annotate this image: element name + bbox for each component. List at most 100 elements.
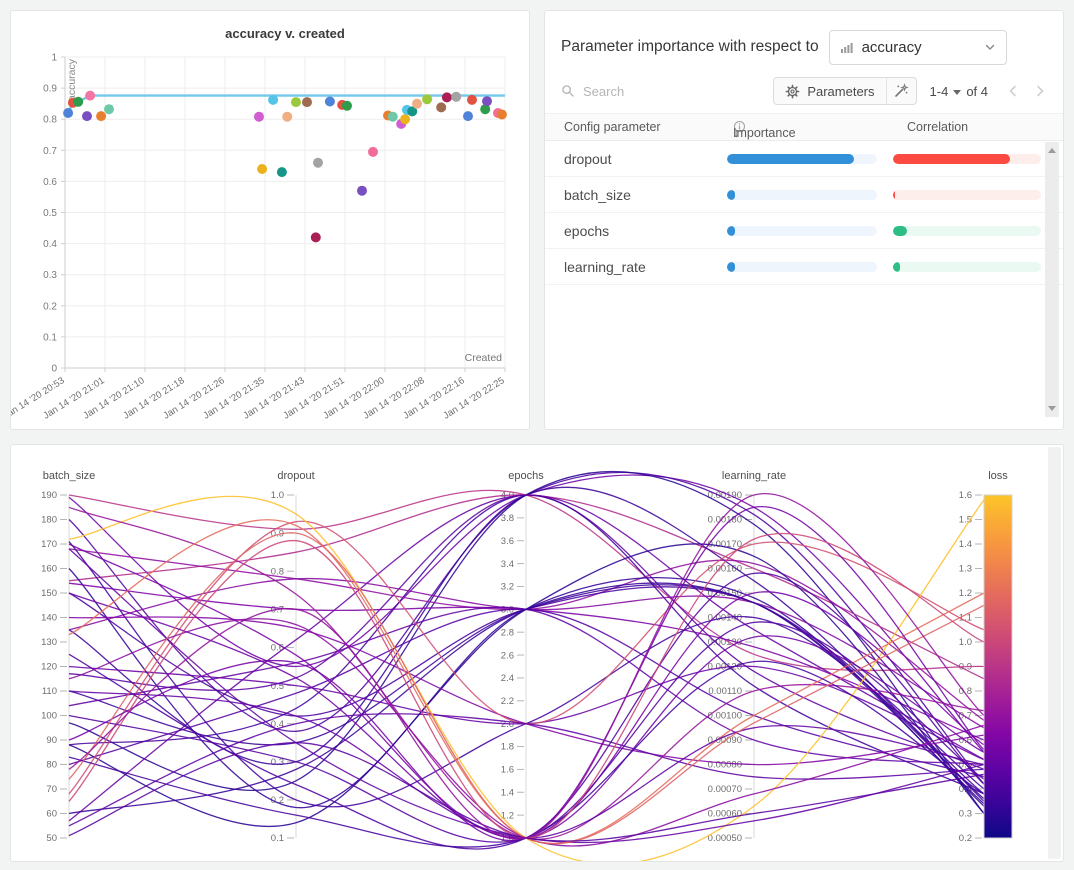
scatter-point[interactable]: [313, 158, 323, 168]
y-tick-label: 0.1: [43, 332, 57, 343]
scatter-point[interactable]: [96, 111, 106, 121]
gear-icon: [785, 84, 800, 99]
column-header-correlation[interactable]: Correlation: [907, 120, 968, 134]
panel-scrollbar[interactable]: [1048, 447, 1061, 859]
scatter-point[interactable]: [342, 101, 352, 111]
scatter-point[interactable]: [463, 111, 473, 121]
target-metric-value: accuracy: [862, 39, 976, 56]
table-header: Config parameter Importance ↓ Correlatio…: [545, 113, 1063, 141]
importance-bar: [727, 262, 877, 272]
search-input[interactable]: [581, 83, 725, 100]
chart-title: accuracy v. created: [225, 26, 345, 41]
parallel-coordinates-chart[interactable]: batch_size190180170160150140130120110100…: [11, 445, 1063, 861]
axis-tick-label: 90: [46, 735, 57, 746]
scatter-point[interactable]: [85, 91, 95, 101]
scatter-point[interactable]: [497, 110, 507, 120]
column-header-config-parameter[interactable]: Config parameter: [564, 120, 661, 134]
param-name: epochs: [564, 223, 609, 239]
magic-wand-icon: [893, 83, 909, 99]
axis-label-dropout[interactable]: dropout: [277, 470, 314, 482]
y-axis-label: accuracy: [66, 58, 78, 101]
scatter-point[interactable]: [325, 97, 335, 107]
parameters-button[interactable]: Parameters: [774, 78, 885, 104]
param-row-epochs[interactable]: epochs: [545, 213, 1063, 249]
scatter-point[interactable]: [302, 97, 312, 107]
correlation-bar: [893, 262, 1041, 272]
scatter-panel: 10.90.80.70.60.50.40.30.20.10Jan 14 '20 …: [10, 10, 530, 430]
scatter-chart[interactable]: 10.90.80.70.60.50.40.30.20.10Jan 14 '20 …: [11, 11, 529, 429]
axis-tick-label: 1.0: [271, 490, 284, 501]
scatter-point[interactable]: [277, 167, 287, 177]
chevron-left-icon[interactable]: [1008, 85, 1018, 97]
scatter-point[interactable]: [254, 112, 264, 122]
axis-tick-label: 1.6: [959, 490, 972, 501]
sort-descending-icon[interactable]: ↓: [733, 126, 739, 140]
scatter-point[interactable]: [422, 94, 432, 104]
axis-tick-label: 0.00070: [708, 784, 742, 795]
scatter-point[interactable]: [436, 102, 446, 112]
scroll-up-icon[interactable]: [1048, 148, 1056, 153]
scatter-point[interactable]: [82, 111, 92, 121]
search-icon: [561, 84, 575, 98]
axis-tick-label: 60: [46, 809, 57, 820]
importance-bar: [727, 154, 877, 164]
axis-label-batch_size[interactable]: batch_size: [43, 470, 96, 482]
axis-tick-label: 1.3: [959, 564, 972, 575]
chevron-right-icon[interactable]: [1035, 85, 1045, 97]
axis-tick-label: 120: [41, 662, 57, 673]
correlation-bar-fill: [893, 226, 907, 236]
scatter-point[interactable]: [63, 108, 73, 118]
importance-title: Parameter importance with respect to: [561, 38, 819, 56]
axis-tick-label: 0.00080: [708, 760, 742, 771]
scatter-point[interactable]: [451, 92, 461, 102]
scatter-point[interactable]: [311, 232, 321, 242]
correlation-bar: [893, 190, 1041, 200]
search-box[interactable]: [561, 83, 773, 100]
bar-chart-icon: [840, 40, 854, 54]
axis-tick-label: 3.6: [501, 536, 514, 547]
axis-tick-label: 0.00050: [708, 833, 742, 844]
scatter-point[interactable]: [482, 96, 492, 106]
scatter-point[interactable]: [104, 104, 114, 114]
axis-tick-label: 80: [46, 760, 57, 771]
scatter-point[interactable]: [442, 92, 452, 102]
scatter-point[interactable]: [388, 112, 398, 122]
scatter-point[interactable]: [357, 186, 367, 196]
scatter-point[interactable]: [282, 112, 292, 122]
scatter-point[interactable]: [467, 95, 477, 105]
param-name: batch_size: [564, 187, 631, 203]
importance-table-body: dropout batch_sizeepochs learning_rate: [545, 141, 1063, 285]
page-size-caret-icon[interactable]: [953, 90, 961, 95]
axis-tick-label: 1.2: [959, 588, 972, 599]
scatter-point[interactable]: [73, 97, 83, 107]
parallel-coordinates-panel: batch_size190180170160150140130120110100…: [10, 444, 1064, 862]
axis-tick-label: 2.2: [501, 696, 514, 707]
param-row-batch_size[interactable]: batch_size: [545, 177, 1063, 213]
pagination-range: 1-4: [930, 84, 949, 99]
importance-bar-fill: [727, 226, 735, 236]
scroll-down-icon[interactable]: [1048, 406, 1056, 411]
scatter-point[interactable]: [268, 95, 278, 105]
target-metric-select[interactable]: accuracy: [829, 30, 1007, 65]
axis-tick-label: 190: [41, 490, 57, 501]
column-header-importance[interactable]: Importance ↓: [733, 120, 746, 133]
chevron-down-icon: [984, 41, 996, 53]
scatter-point[interactable]: [257, 164, 267, 174]
axis-label-learning_rate[interactable]: learning_rate: [722, 470, 786, 482]
param-row-dropout[interactable]: dropout: [545, 141, 1063, 177]
y-tick-label: 0.8: [43, 115, 57, 126]
axis-tick-label: 160: [41, 564, 57, 575]
table-scrollbar[interactable]: [1045, 142, 1059, 417]
scatter-point[interactable]: [400, 114, 410, 124]
axis-tick-label: 2.8: [501, 627, 514, 638]
axis-label-epochs[interactable]: epochs: [508, 470, 544, 482]
axis-label-loss[interactable]: loss: [988, 470, 1008, 482]
param-row-learning_rate[interactable]: learning_rate: [545, 249, 1063, 285]
axis-tick-label: 0.00110: [708, 686, 742, 697]
scatter-point[interactable]: [412, 99, 422, 109]
magic-wand-button[interactable]: [886, 78, 916, 104]
scatter-point[interactable]: [291, 97, 301, 107]
axis-tick-label: 1.8: [501, 742, 514, 753]
scatter-point[interactable]: [368, 147, 378, 157]
axis-tick-label: 3.8: [501, 513, 514, 524]
